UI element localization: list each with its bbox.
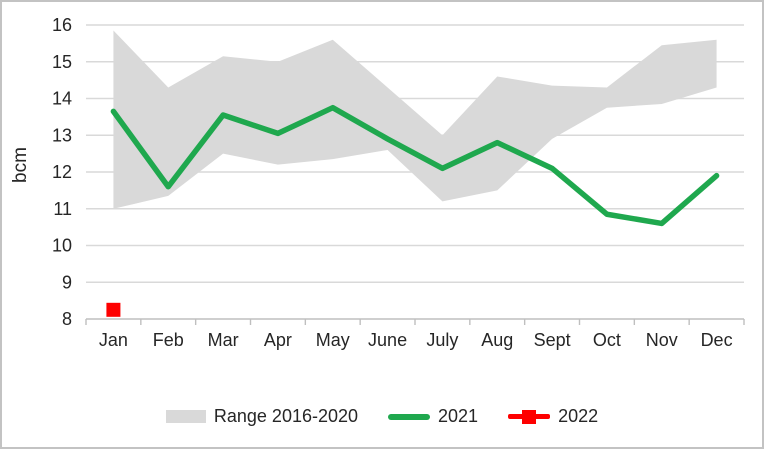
svg-text:Oct: Oct xyxy=(593,330,621,350)
svg-text:14: 14 xyxy=(52,89,72,109)
legend: Range 2016-2020 2021 2022 xyxy=(2,406,762,427)
y-axis-tick-labels: 8 9 10 11 12 13 14 15 16 xyxy=(52,15,72,329)
svg-text:11: 11 xyxy=(53,199,72,219)
series-marker-2022 xyxy=(106,302,121,317)
svg-text:15: 15 xyxy=(52,52,72,72)
legend-label-2021: 2021 xyxy=(438,406,479,426)
svg-text:May: May xyxy=(316,330,350,350)
square-marker-icon xyxy=(522,409,537,424)
svg-text:Apr: Apr xyxy=(264,330,292,350)
range-band-swatch-icon xyxy=(165,410,206,423)
line-swatch-2021-icon xyxy=(388,413,431,420)
svg-text:16: 16 xyxy=(52,15,72,35)
svg-text:Mar: Mar xyxy=(208,330,239,350)
legend-label-range: Range 2016-2020 xyxy=(213,406,359,426)
svg-text:Dec: Dec xyxy=(701,330,733,350)
svg-text:Jan: Jan xyxy=(99,330,128,350)
svg-text:Nov: Nov xyxy=(646,330,678,350)
svg-text:June: June xyxy=(368,330,407,350)
marker-swatch-2022-icon xyxy=(508,409,551,424)
svg-text:July: July xyxy=(426,330,458,350)
svg-text:Sept: Sept xyxy=(534,330,571,350)
x-axis-tick-labels: Jan Feb Mar Apr May June July Aug Sept Oct Nov Dec xyxy=(99,330,733,350)
svg-text:10: 10 xyxy=(52,236,72,256)
legend-item-2021: 2021 xyxy=(388,406,478,427)
legend-item-range: Range 2016-2020 xyxy=(165,406,359,427)
legend-label-2022: 2022 xyxy=(558,406,599,426)
range-band-2016-2020 xyxy=(113,30,717,209)
svg-text:Aug: Aug xyxy=(481,330,513,350)
svg-text:13: 13 xyxy=(52,125,72,145)
svg-text:9: 9 xyxy=(62,272,72,292)
series-line-2021 xyxy=(110,104,720,227)
svg-text:12: 12 xyxy=(52,162,72,182)
legend-item-2022: 2022 xyxy=(508,406,598,427)
svg-text:Feb: Feb xyxy=(153,330,184,350)
svg-text:8: 8 xyxy=(62,309,72,329)
y-axis-title: bcm xyxy=(10,147,31,183)
